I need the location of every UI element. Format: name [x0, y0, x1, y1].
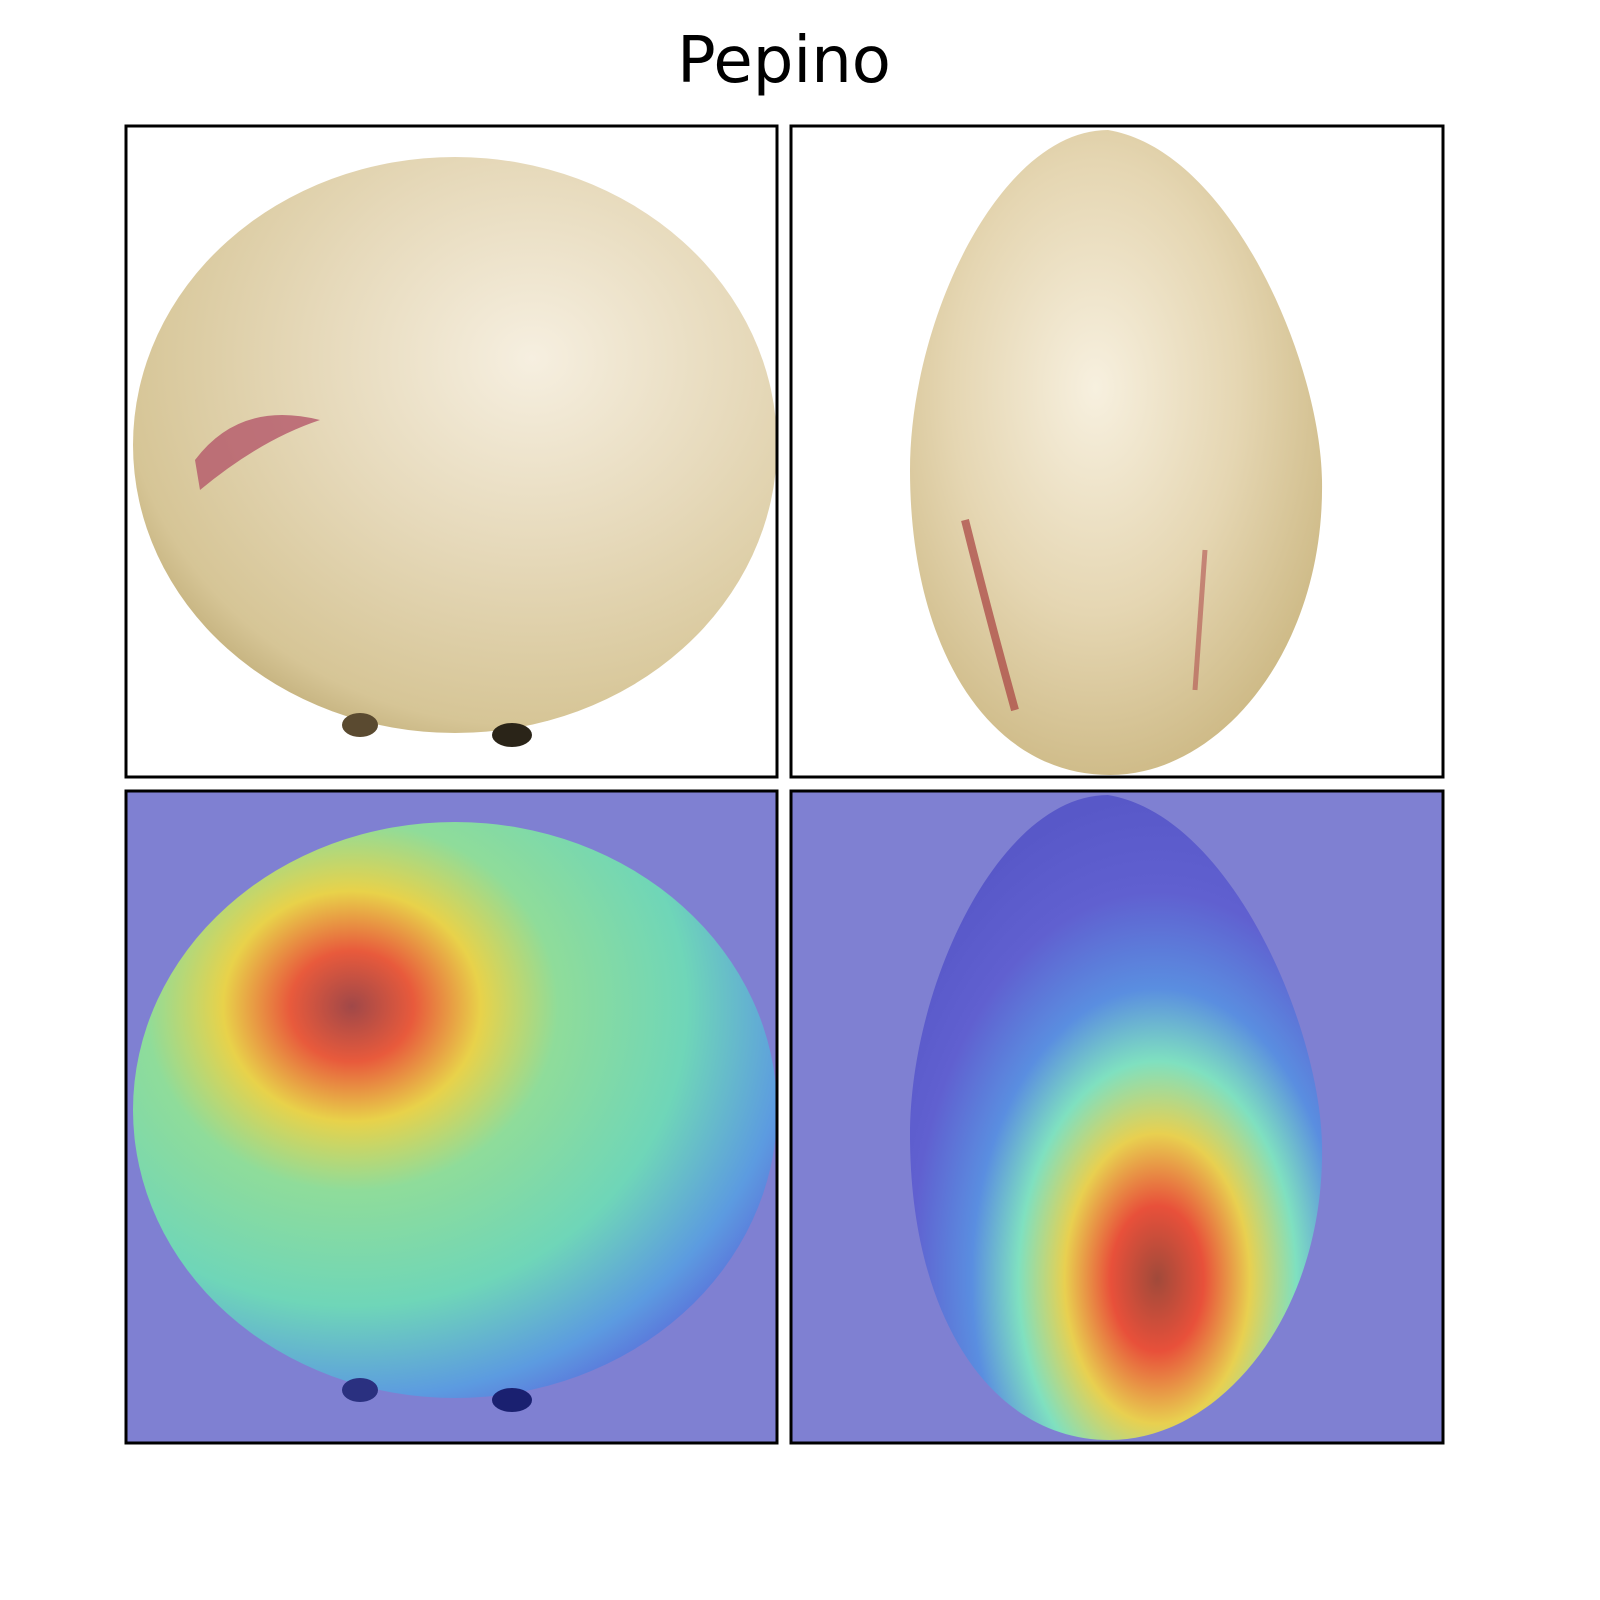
image-original-1	[127, 127, 777, 777]
fruit-foot	[492, 1388, 532, 1412]
fruit-stripe	[195, 415, 320, 490]
fruit-foot	[492, 723, 532, 747]
panel-frame	[789, 124, 1445, 779]
fruit-foot	[342, 1378, 378, 1402]
figure-title: Pepino	[677, 24, 891, 98]
heatmap-fruit	[133, 822, 777, 1398]
panel-frame	[124, 789, 779, 1445]
image-heatmap-1	[127, 792, 777, 1442]
panel-frame	[124, 124, 779, 779]
fruit-foot	[342, 713, 378, 737]
image-original-2	[792, 127, 1442, 777]
panel-frame	[789, 789, 1445, 1445]
fruit	[910, 130, 1323, 775]
fruit-stripe	[961, 519, 1019, 712]
fruit-stripe	[1192, 549, 1208, 691]
image-heatmap-2	[792, 792, 1442, 1442]
fruit	[133, 157, 777, 733]
heatmap-fruit	[910, 795, 1323, 1440]
